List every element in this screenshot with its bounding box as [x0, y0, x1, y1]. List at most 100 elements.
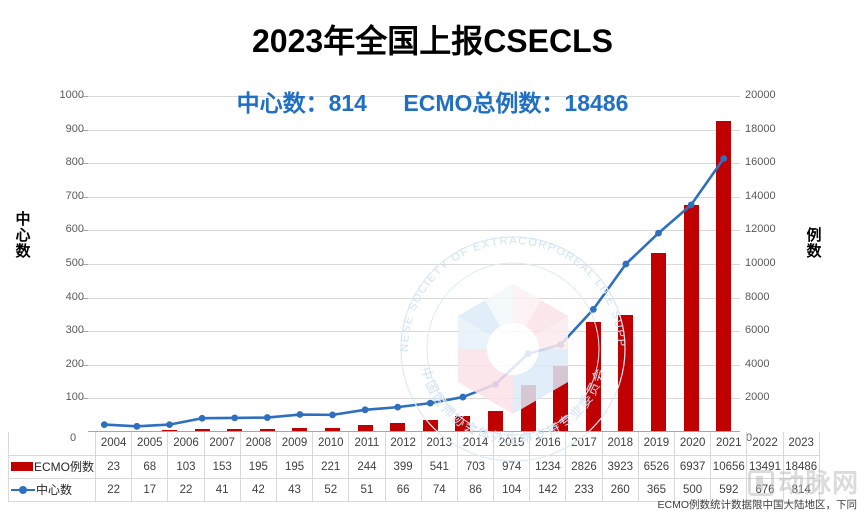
legend-label-ecmo-cases: ECMO例数 — [34, 460, 95, 474]
line-marker — [622, 260, 630, 268]
table-cell-center-count: 104 — [493, 477, 531, 502]
table-cell-center-count: 74 — [420, 477, 458, 502]
line-marker — [492, 380, 499, 388]
table-cell-center-count: 814 — [782, 477, 820, 502]
table-cell-ecmo-cases: 13491 — [746, 454, 784, 479]
table-cell-year: 2016 — [529, 432, 567, 456]
y-tick-label-left: 200 — [65, 357, 84, 370]
table-cell-center-count: 51 — [348, 477, 386, 502]
table-cell-center-count: 260 — [601, 477, 639, 502]
y-tick-label-right: 20000 — [745, 89, 776, 101]
table-cell-center-count: 66 — [384, 477, 422, 502]
table-cell-year: 2011 — [348, 432, 386, 456]
table-cell-center-count: 22 — [95, 477, 133, 502]
table-cell-year: 2008 — [239, 432, 277, 456]
table-cell-center-count: 52 — [312, 477, 350, 502]
bar — [716, 121, 732, 432]
gridline — [88, 196, 740, 198]
table-cell-ecmo-cases: 974 — [493, 454, 531, 479]
table-cell-ecmo-cases: 23 — [95, 454, 133, 479]
y-tick-label-left: 1000 — [59, 89, 84, 101]
bar — [227, 428, 243, 432]
table-cell-center-count: 41 — [203, 477, 241, 502]
table-cell-ecmo-cases: 153 — [203, 454, 241, 479]
y-tick-mark-left — [83, 96, 88, 97]
annotation-center-count: 中心数：814 — [236, 90, 367, 116]
legend-item-ecmo-cases[interactable]: ECMO例数 — [7, 454, 97, 479]
annotation-ecmo-total: ECMO总例数：18486 — [403, 90, 629, 116]
table-cell-ecmo-cases: 703 — [456, 454, 495, 479]
y-tick-label-right: 16000 — [745, 156, 776, 169]
table-cell-center-count: 17 — [131, 477, 169, 502]
table-cell-year: 2023 — [782, 432, 820, 456]
table-cell-year: 2017 — [565, 432, 603, 456]
gridline — [88, 129, 740, 131]
table-cell-center-count: 42 — [239, 477, 277, 502]
bar — [651, 252, 666, 432]
table-cell-year: 2007 — [203, 432, 241, 456]
table-cell-center-count: 365 — [637, 477, 676, 502]
table-cell-ecmo-cases: 195 — [239, 454, 277, 479]
table-cell-ecmo-cases: 6937 — [674, 454, 712, 479]
table-cell-year: 2020 — [674, 432, 712, 456]
y-axis-title-left: 中心数 — [15, 211, 31, 260]
bar — [259, 428, 275, 432]
bar — [390, 422, 406, 432]
bar — [357, 425, 373, 432]
y-tick-label-right: 12000 — [745, 223, 776, 236]
table-row-ecmo: ECMO例数 23 68 103 153 195 195 221 244 399 541 703 97… — [7, 454, 820, 479]
table-cell-year: 2019 — [637, 432, 676, 456]
table-cell-ecmo-cases: 3923 — [601, 454, 639, 479]
plot-area: CHINESE SOCIETY OF EXTRACORPOREAL LIFE S… — [88, 96, 740, 462]
y-tick-mark-left — [83, 297, 88, 299]
table-cell-year: 2021 — [710, 432, 748, 456]
line-marker — [133, 422, 141, 430]
line-marker — [263, 414, 271, 421]
y-tick-label-left: 800 — [65, 156, 84, 169]
y-tick-label-right: 4000 — [745, 357, 770, 370]
table-cell-ecmo-cases: 2826 — [565, 454, 603, 479]
data-table: 2004 2005 2006 2007 2008 2009 2010 2011 2012 2013… — [7, 432, 820, 502]
table-cell-center-count: 86 — [456, 477, 495, 502]
table-cell-ecmo-cases: 103 — [167, 454, 205, 479]
table-cell-ecmo-cases: 68 — [131, 454, 169, 479]
table-cell-ecmo-cases: 18486 — [782, 454, 820, 479]
y-tick-label-left: 100 — [65, 391, 84, 404]
table-cell-center-count: 43 — [275, 477, 314, 502]
legend-item-center-count[interactable]: 中心数 — [7, 477, 97, 502]
gridline — [88, 163, 740, 165]
y-axis-title-right: 例数 — [806, 227, 822, 260]
line-marker — [426, 399, 434, 407]
y-tick-mark-left — [83, 163, 88, 165]
table-cell-ecmo-cases: 221 — [312, 454, 350, 479]
legend-bar-swatch-icon — [11, 462, 33, 471]
table-cell-ecmo-cases: 10656 — [710, 454, 748, 479]
y-tick-label-left: 300 — [65, 324, 84, 337]
table-cell-year: 2010 — [312, 432, 350, 456]
line-path — [104, 157, 725, 428]
line-marker — [720, 155, 728, 162]
y-tick-mark-left — [83, 331, 88, 333]
table-cell-year: 2013 — [420, 432, 458, 456]
y-tick-label-left: 500 — [65, 257, 84, 269]
table-cell-year: 2004 — [95, 432, 133, 456]
y-tick-mark-left — [83, 129, 88, 131]
table-cell-ecmo-cases: 195 — [275, 454, 314, 479]
table-cell-year: 2012 — [384, 432, 422, 456]
line-marker — [394, 403, 402, 411]
y-tick-label-left: 600 — [65, 223, 84, 236]
gridline — [88, 96, 740, 97]
table-cell-year: 2006 — [167, 432, 205, 456]
table-cell-center-count: 233 — [565, 477, 603, 502]
table-cell-center-count: 592 — [710, 477, 748, 502]
line-marker — [459, 393, 467, 401]
table-cell-center-count: 22 — [167, 477, 205, 502]
table-cell-year: 2009 — [275, 432, 314, 456]
y-tick-label-right: 6000 — [745, 324, 770, 337]
y-tick-label-right: 18000 — [745, 122, 776, 135]
table-cell-ecmo-cases: 1234 — [529, 454, 567, 479]
table-cell-year: 2005 — [131, 432, 169, 456]
y-tick-label-left: 900 — [65, 122, 84, 135]
line-marker — [100, 421, 108, 429]
